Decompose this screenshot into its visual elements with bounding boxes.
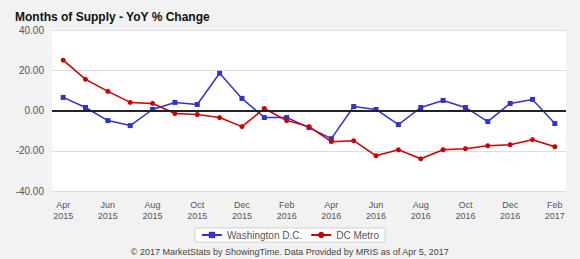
svg-text:0.00: 0.00 [25,105,45,116]
svg-text:Aug: Aug [413,200,429,210]
svg-text:Feb: Feb [547,200,563,210]
svg-text:2016: 2016 [455,211,475,221]
svg-text:Washington D.C.: Washington D.C. [227,230,302,241]
svg-text:2016: 2016 [321,211,341,221]
svg-text:Aug: Aug [145,200,161,210]
svg-text:2016: 2016 [277,211,297,221]
svg-text:2015: 2015 [187,211,207,221]
svg-text:40.00: 40.00 [19,25,44,36]
svg-text:Dec: Dec [502,200,519,210]
svg-text:2016: 2016 [366,211,386,221]
svg-text:Jun: Jun [369,200,384,210]
svg-text:Oct: Oct [190,200,205,210]
svg-text:Oct: Oct [458,200,473,210]
svg-text:20.00: 20.00 [19,65,44,76]
svg-text:© 2017 MarketStats by ShowingT: © 2017 MarketStats by ShowingTime. Data … [131,247,449,257]
svg-text:-20.00: -20.00 [16,145,45,156]
svg-text:Apr: Apr [56,200,70,210]
svg-text:DC Metro: DC Metro [336,230,379,241]
svg-text:2015: 2015 [232,211,252,221]
svg-text:2015: 2015 [98,211,118,221]
svg-text:Months of Supply - YoY % Chang: Months of Supply - YoY % Change [15,10,210,24]
svg-text:Feb: Feb [279,200,295,210]
svg-text:2016: 2016 [411,211,431,221]
svg-text:Dec: Dec [234,200,251,210]
svg-text:Jun: Jun [101,200,116,210]
svg-text:2015: 2015 [53,211,73,221]
svg-text:2015: 2015 [143,211,163,221]
svg-text:Apr: Apr [324,200,338,210]
svg-text:-40.00: -40.00 [16,186,45,197]
svg-text:2016: 2016 [500,211,520,221]
svg-text:2017: 2017 [545,211,565,221]
